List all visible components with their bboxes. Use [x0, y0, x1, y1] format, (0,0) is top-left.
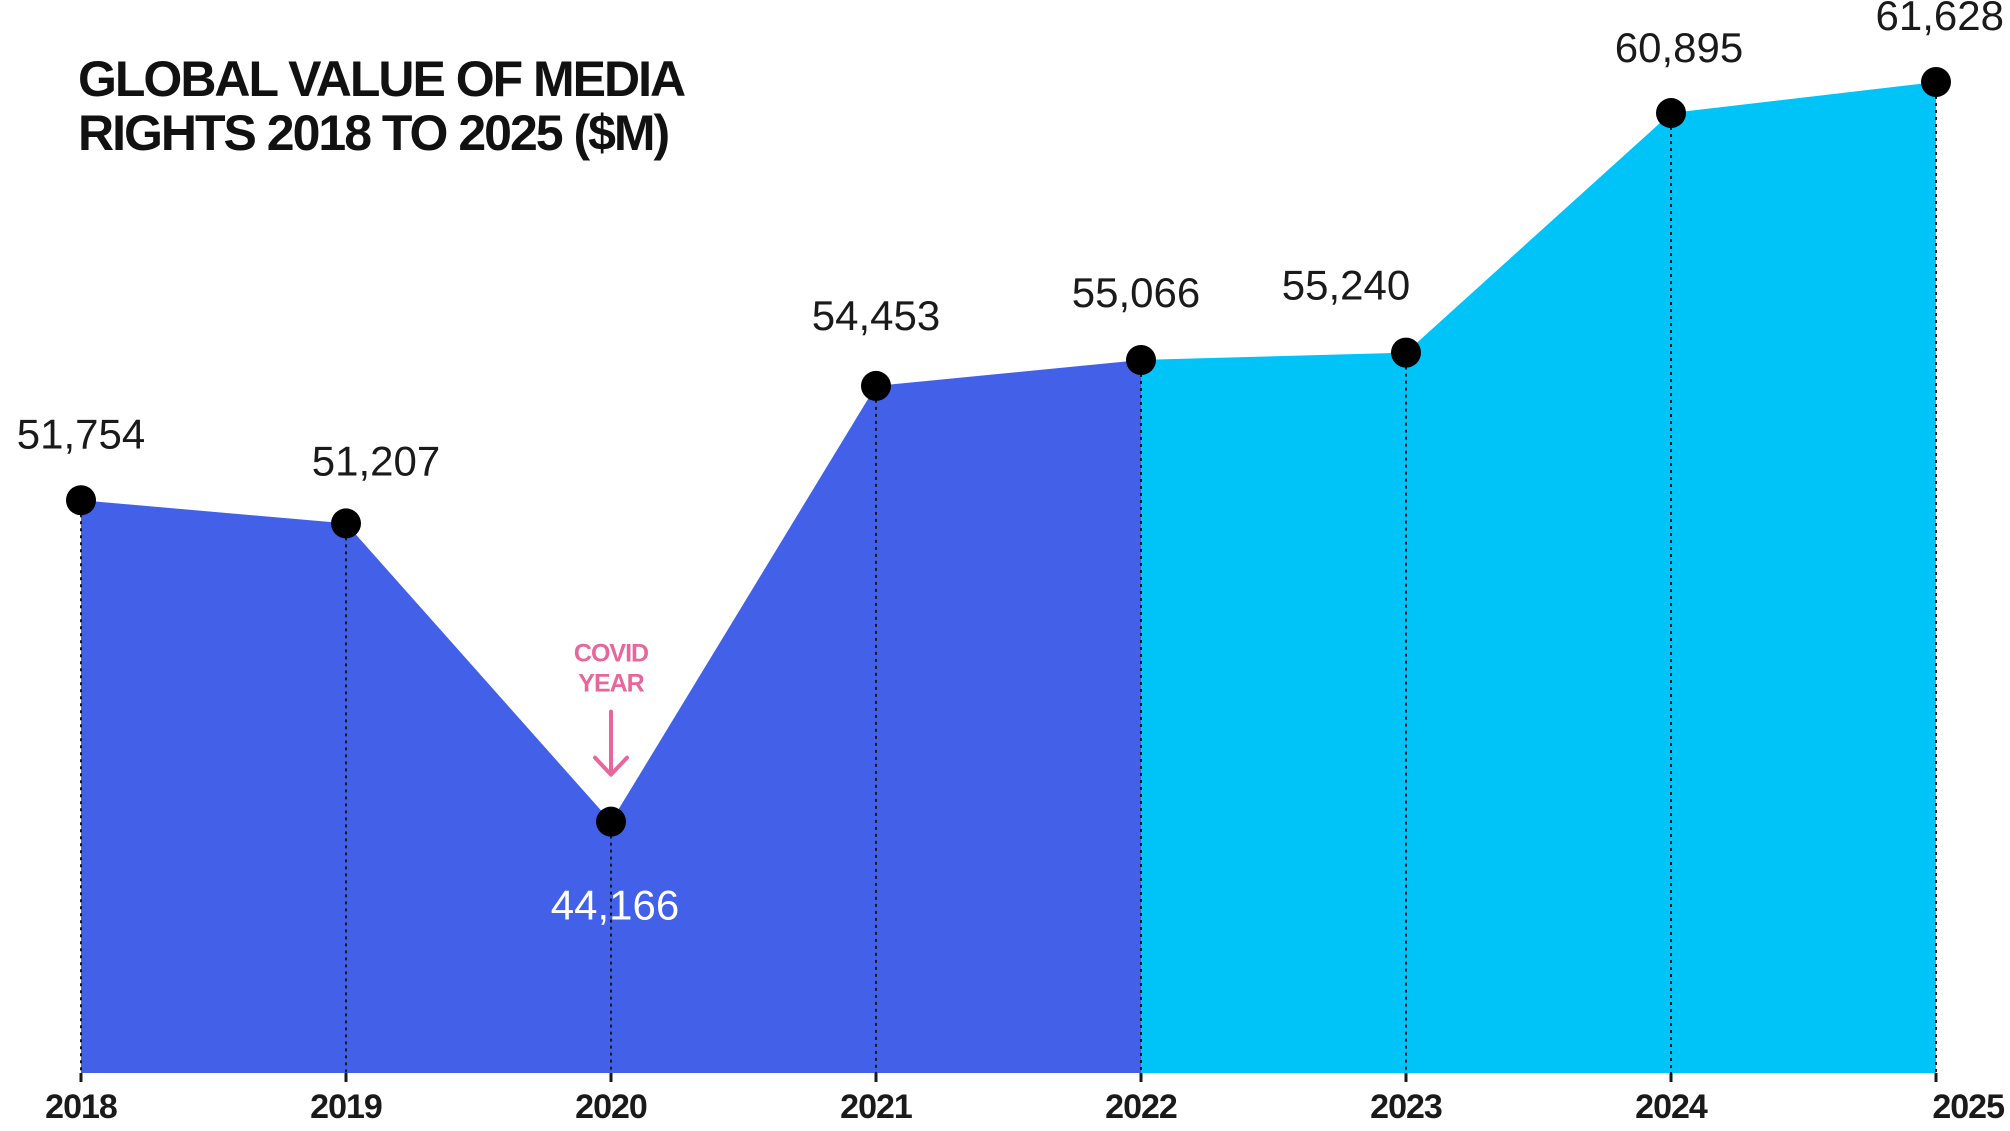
- data-point-2021: [861, 370, 891, 401]
- data-label-2025: 61,628: [1876, 0, 2004, 39]
- data-point-2018: [66, 485, 96, 516]
- chart-title-line-1: GLOBAL VALUE OF MEDIA: [78, 51, 686, 107]
- data-point-2020: [596, 806, 626, 837]
- data-labels: 51,754 51,207 44,166 54,453 55,066 55,240 60,8…: [17, 0, 2004, 929]
- data-label-2024: 60,895: [1615, 24, 1743, 71]
- chart-title-line-2: RIGHTS 2018 TO 2025 ($M): [78, 105, 670, 161]
- x-tick-label-2018: 2018: [45, 1088, 117, 1126]
- x-tick-label-2021: 2021: [840, 1088, 912, 1126]
- x-tick-label-2025: 2025: [1932, 1088, 2004, 1126]
- data-label-2018: 51,754: [17, 410, 145, 457]
- x-tick-label-2020: 2020: [575, 1088, 647, 1126]
- area-fills: [81, 82, 1936, 1073]
- x-tick-label-2024: 2024: [1635, 1088, 1708, 1126]
- data-point-2024: [1656, 98, 1686, 129]
- annotation-line-2: YEAR: [578, 670, 644, 698]
- data-label-2023: 55,240: [1282, 262, 1410, 309]
- data-point-2025: [1921, 67, 1951, 97]
- x-tick-label-2022: 2022: [1105, 1088, 1177, 1126]
- data-point-2019: [331, 508, 361, 539]
- chart-title: GLOBAL VALUE OF MEDIA RIGHTS 2018 TO 202…: [78, 51, 686, 161]
- data-label-2020: 44,166: [551, 882, 679, 929]
- data-label-2021: 54,453: [812, 292, 940, 339]
- x-axis-ticks: 2018 2019 2020 2021 2022 2023 2024 2025: [45, 1073, 2005, 1126]
- data-points: [66, 67, 1951, 837]
- x-tick-label-2023: 2023: [1370, 1088, 1442, 1126]
- area-projected: [1141, 82, 1936, 1073]
- data-label-2019: 51,207: [312, 437, 440, 484]
- data-point-2022: [1126, 344, 1156, 375]
- x-tick-label-2019: 2019: [310, 1088, 382, 1126]
- annotation-line-1: COVID: [574, 640, 648, 668]
- annotation-arrow-head: [593, 755, 629, 777]
- dotted-guides: [80, 82, 1937, 1073]
- data-point-2023: [1391, 337, 1421, 368]
- data-label-2022: 55,066: [1072, 269, 1200, 316]
